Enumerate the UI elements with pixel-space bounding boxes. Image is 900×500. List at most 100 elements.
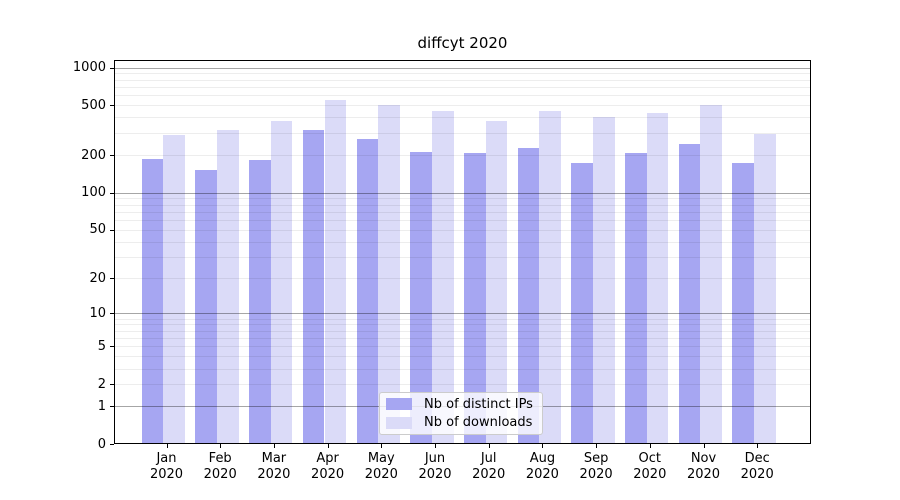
bar-downloads <box>700 104 723 444</box>
y-axis-tick-label: 1 <box>97 398 106 414</box>
x-axis-tick <box>435 444 436 448</box>
minor-gridline <box>114 330 811 332</box>
bar-downloads <box>270 121 293 444</box>
x-label-year: 2020 <box>579 467 613 482</box>
minor-gridline <box>114 346 811 348</box>
y-axis-tick-label: 500 <box>81 97 106 113</box>
x-axis-tick-label: Sep 2020 <box>569 451 623 483</box>
x-axis-tick <box>488 444 490 448</box>
x-label-year: 2020 <box>149 467 184 482</box>
minor-gridline <box>114 211 811 213</box>
legend-item-downloads: Nb of downloads <box>386 415 542 430</box>
minor-gridline <box>114 198 811 200</box>
bar-distinct-ips <box>195 169 218 444</box>
x-axis-tick-label: May 2020 <box>354 451 408 483</box>
minor-gridline <box>114 204 811 206</box>
x-label-year: 2020 <box>525 467 559 482</box>
bar-distinct-ips <box>732 163 755 444</box>
y-axis-tick-label: 10 <box>89 305 106 321</box>
bar-downloads <box>163 134 186 444</box>
bar-distinct-ips <box>517 148 540 444</box>
x-axis-tick <box>649 444 651 448</box>
x-label-month: May <box>367 451 395 466</box>
x-label-year: 2020 <box>418 467 452 482</box>
x-axis-tick-label: Jun 2020 <box>408 451 462 483</box>
x-label-month: Jul <box>480 451 497 466</box>
minor-gridline <box>114 73 811 75</box>
bar-downloads <box>485 120 508 444</box>
bar-downloads <box>593 117 615 444</box>
y-axis-tick <box>110 229 114 231</box>
bar-distinct-ips <box>249 160 271 444</box>
minor-gridline <box>114 278 811 280</box>
y-axis-tick-label: 50 <box>89 222 106 238</box>
x-axis-tick-label: Oct 2020 <box>623 451 677 483</box>
x-label-year: 2020 <box>686 467 721 482</box>
minor-gridline <box>114 105 811 107</box>
y-axis-tick-label: 2 <box>97 376 106 392</box>
minor-gridline <box>114 324 811 326</box>
x-axis-tick-label: Dec 2020 <box>730 451 784 483</box>
legend: Nb of distinct IPs Nb of downloads <box>379 392 543 435</box>
x-label-year: 2020 <box>203 467 237 482</box>
minor-gridline <box>114 117 811 119</box>
x-label-year: 2020 <box>364 467 398 482</box>
x-axis-tick-label: Feb 2020 <box>193 451 247 483</box>
x-label-month: Mar <box>261 451 287 466</box>
minor-gridline <box>114 256 811 258</box>
minor-gridline <box>114 241 811 243</box>
x-axis-tick <box>273 444 275 448</box>
x-label-month: Aug <box>529 451 556 466</box>
bar-distinct-ips <box>302 130 325 444</box>
minor-gridline <box>114 86 811 88</box>
minor-gridline <box>114 220 811 221</box>
major-gridline <box>114 313 811 315</box>
x-label-month: Dec <box>744 451 770 466</box>
y-axis-tick <box>110 155 114 156</box>
bar-distinct-ips <box>463 152 486 444</box>
x-label-year: 2020 <box>257 467 291 482</box>
bar-distinct-ips <box>625 153 647 444</box>
minor-gridline <box>114 356 811 358</box>
chart-title: diffcyt 2020 <box>417 34 508 52</box>
bar-downloads <box>754 133 776 444</box>
minor-gridline <box>114 318 811 320</box>
x-label-month: Jan <box>156 451 177 466</box>
y-axis-tick-label: 100 <box>81 185 106 200</box>
bar-distinct-ips <box>141 158 164 444</box>
y-axis-tick <box>110 67 114 69</box>
bar-distinct-ips <box>678 143 701 444</box>
bar-downloads <box>378 105 400 444</box>
bar-downloads <box>539 110 561 444</box>
minor-gridline <box>114 79 811 81</box>
y-axis-tick <box>110 406 114 408</box>
x-label-month: Nov <box>690 451 717 466</box>
y-axis-tick-label: 1000 <box>72 60 106 75</box>
bar-distinct-ips <box>410 151 432 444</box>
x-axis-tick <box>327 444 329 448</box>
major-gridline <box>114 67 811 69</box>
y-axis-tick <box>110 105 114 107</box>
x-label-year: 2020 <box>311 467 345 482</box>
x-axis-tick-label: Apr 2020 <box>301 451 355 483</box>
y-axis-tick <box>110 384 114 386</box>
x-label-month: Sep <box>583 451 609 466</box>
x-label-month: Apr <box>316 451 339 466</box>
minor-gridline <box>114 155 811 156</box>
y-axis-tick <box>110 444 114 445</box>
x-axis-tick <box>542 444 544 448</box>
y-axis-tick <box>110 313 114 315</box>
x-axis-tick <box>381 444 383 448</box>
legend-item-distinct-ips: Nb of distinct IPs <box>386 397 542 412</box>
legend-label-downloads: Nb of downloads <box>424 415 533 431</box>
x-axis-tick-label: Jan 2020 <box>140 451 194 483</box>
x-label-month: Feb <box>208 451 232 466</box>
y-axis-tick <box>110 192 114 194</box>
y-axis-tick-label: 0 <box>97 436 106 452</box>
plot-area: diffcyt 2020 Nb of distinct IPs Nb of do… <box>73 34 811 482</box>
x-axis-tick-label: Mar 2020 <box>247 451 301 483</box>
minor-gridline <box>114 338 811 339</box>
bar-downloads <box>324 100 347 444</box>
y-axis-tick <box>110 278 114 280</box>
